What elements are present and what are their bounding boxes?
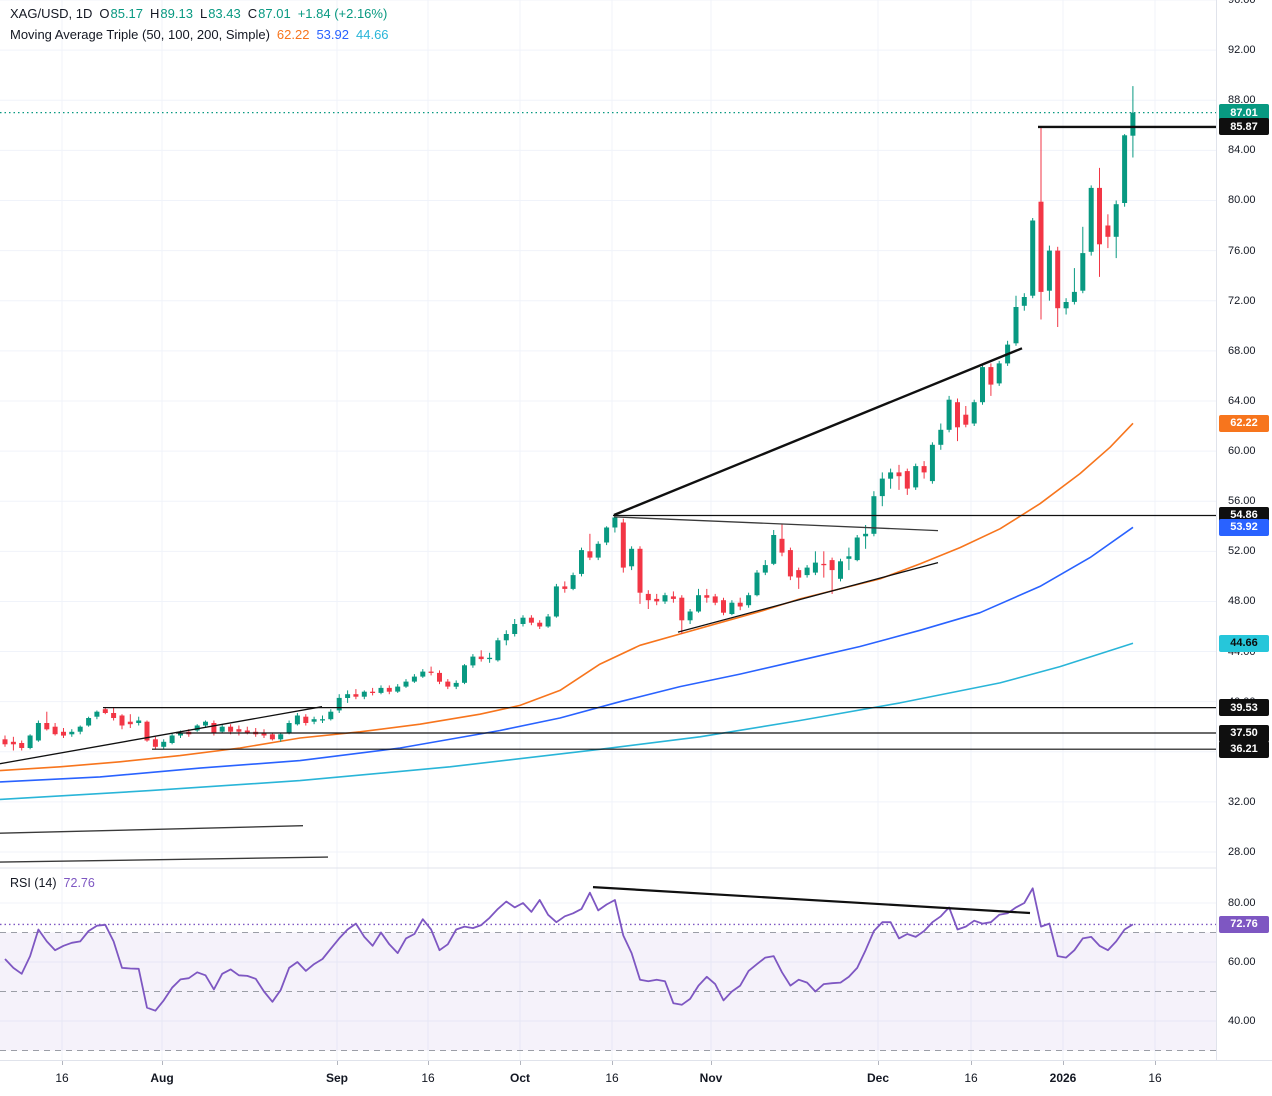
time-axis-label: 16 [964, 1071, 978, 1085]
time-axis-label: Aug [150, 1071, 174, 1085]
price-axis-label: 96.00 [1228, 0, 1256, 6]
time-axis-tick [1063, 1061, 1064, 1065]
time-axis-tick [971, 1061, 972, 1065]
close-value: C 87.01 [247, 6, 291, 21]
time-axis-tick [711, 1061, 712, 1065]
rsi-indicator-row: RSI (14) 72.76 [10, 876, 95, 890]
time-axis-label: 16 [1148, 1071, 1162, 1085]
high-value: H 89.13 [150, 6, 193, 21]
price-axis-label: 64.00 [1228, 394, 1256, 407]
price-axis-label: 88.00 [1228, 94, 1256, 107]
ma-indicator-row: Moving Average Triple (50, 100, 200, Sim… [10, 27, 389, 42]
symbol-title[interactable]: XAG/USD, 1D [10, 6, 93, 21]
price-axis-label: 68.00 [1228, 344, 1256, 357]
time-axis-label: Dec [866, 1071, 890, 1085]
price-badge: 62.22 [1219, 414, 1269, 432]
rsi-value: 72.76 [63, 876, 95, 890]
price-axis-label: 76.00 [1228, 244, 1256, 257]
price-axis[interactable]: 96.00 92.00 88.00 84.00 80.00 76.00 72.00 68.00… [1216, 0, 1272, 1060]
price-axis-label: 56.00 [1228, 495, 1256, 508]
rsi-indicator-title[interactable]: RSI (14) [10, 876, 57, 890]
time-axis-tick [162, 1061, 163, 1065]
price-badge: 85.87 [1219, 118, 1269, 136]
time-axis-label: Nov [699, 1071, 723, 1085]
price-badge: 39.53 [1219, 699, 1269, 717]
change-value: +1.84 (+2.16%) [297, 6, 388, 21]
time-axis-tick [428, 1061, 429, 1065]
rsi-axis-label: 60.00 [1228, 956, 1256, 968]
time-axis-label: 16 [55, 1071, 69, 1085]
price-axis-label: 72.00 [1228, 294, 1256, 307]
price-badge: 87.01 [1219, 104, 1269, 122]
ma100-value: 53.92 [316, 27, 349, 42]
time-axis-tick [612, 1061, 613, 1065]
time-axis[interactable]: 16 Aug Sep 16 Oct 16 Nov Dec 16 2026 16 [0, 1060, 1272, 1096]
price-axis-label: 28.00 [1228, 846, 1256, 859]
price-axis-label: 84.00 [1228, 144, 1256, 157]
ma200-value: 44.66 [356, 27, 389, 42]
rsi-axis-label: 80.00 [1228, 897, 1256, 909]
price-axis-label: 92.00 [1228, 44, 1256, 57]
time-axis-tick [337, 1061, 338, 1065]
price-axis-label: 32.00 [1228, 795, 1256, 808]
low-value: L 83.43 [199, 6, 241, 21]
ma-indicator-title[interactable]: Moving Average Triple (50, 100, 200, Sim… [10, 27, 270, 42]
price-axis-label: 48.00 [1228, 595, 1256, 608]
time-axis-label: 16 [605, 1071, 619, 1085]
price-badge: 37.50 [1219, 724, 1269, 742]
open-value: O 85.17 [99, 6, 144, 21]
time-axis-tick [520, 1061, 521, 1065]
price-axis-label: 80.00 [1228, 194, 1256, 207]
price-badge: 36.21 [1219, 740, 1269, 758]
price-badge: 44.66 [1219, 634, 1269, 652]
price-axis-label: 52.00 [1228, 545, 1256, 558]
price-badge: 53.92 [1219, 518, 1269, 536]
ma50-value: 62.22 [276, 27, 310, 42]
symbol-legend-row: XAG/USD, 1D O 85.17 H 89.13 L 83.43 C 87.01 … [10, 6, 387, 21]
price-axis-label: 60.00 [1228, 445, 1256, 458]
rsi-axis-label: 40.00 [1228, 1015, 1256, 1027]
time-axis-label: 2026 [1049, 1071, 1077, 1085]
time-axis-label: Oct [509, 1071, 531, 1085]
time-axis-tick [1155, 1061, 1156, 1065]
time-axis-label: 16 [421, 1071, 435, 1085]
time-axis-label: Sep [325, 1071, 349, 1085]
rsi-badge: 72.76 [1219, 915, 1269, 933]
time-axis-tick [62, 1061, 63, 1065]
time-axis-tick [878, 1061, 879, 1065]
